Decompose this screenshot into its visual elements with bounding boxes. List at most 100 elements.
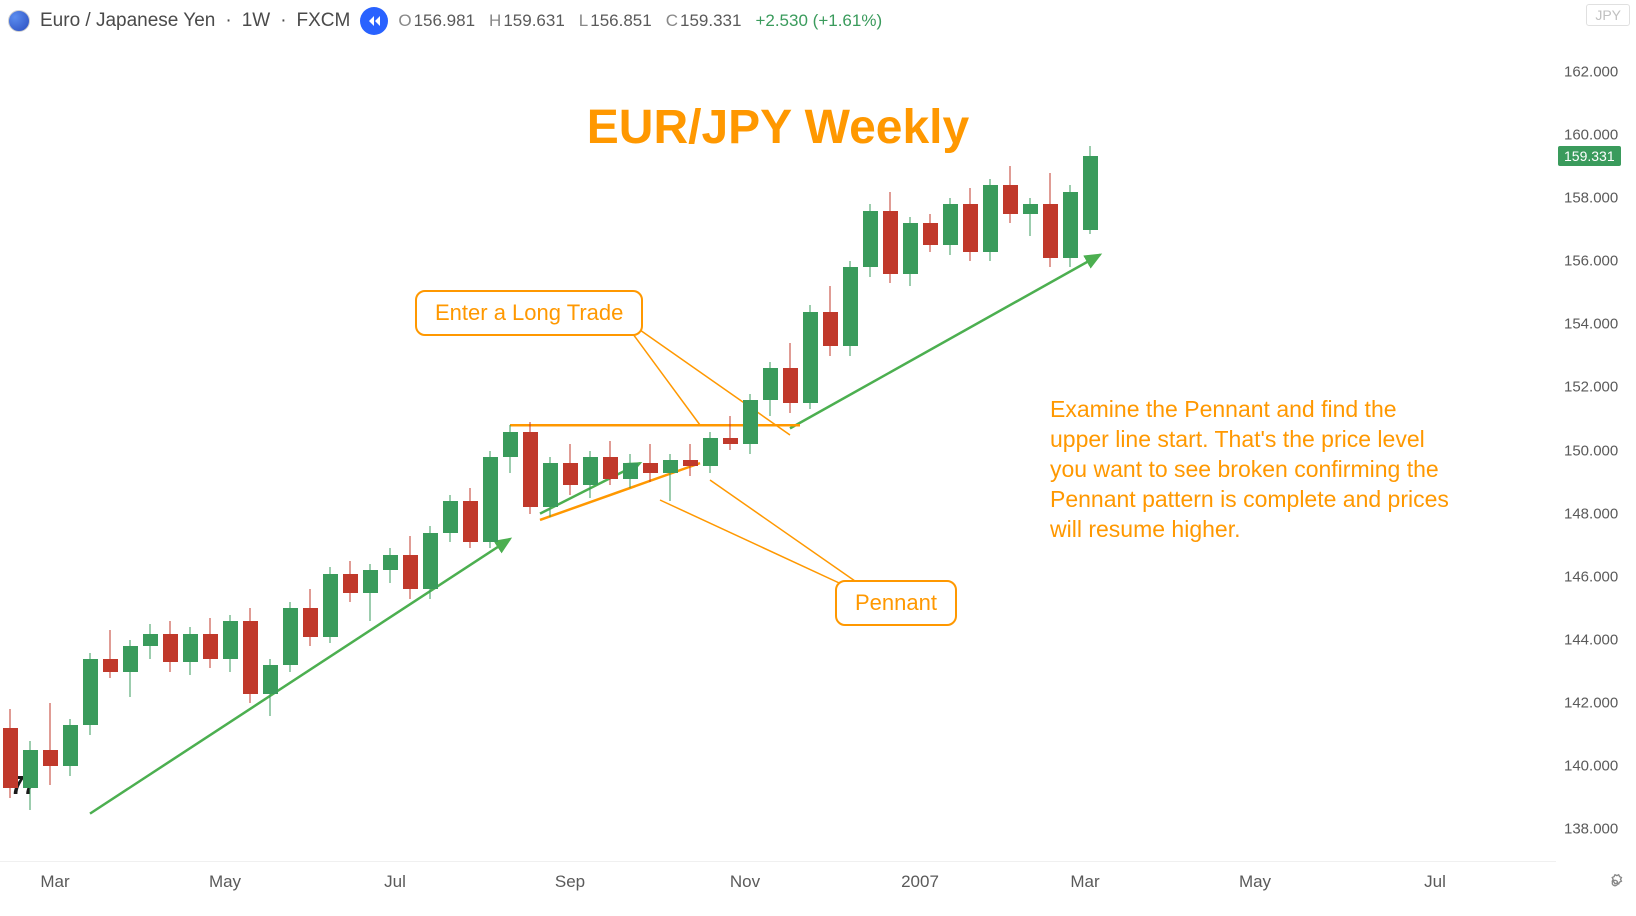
candle	[3, 709, 18, 797]
ohlc-high: 159.631	[503, 11, 564, 30]
candle	[783, 343, 798, 412]
x-tick: Jul	[384, 872, 406, 892]
x-tick: Jul	[1424, 872, 1446, 892]
candle	[43, 703, 58, 785]
candle	[1063, 185, 1078, 267]
candle	[263, 659, 278, 716]
broker[interactable]: FXCM	[297, 10, 351, 32]
candle	[743, 394, 758, 454]
candle	[283, 602, 298, 671]
candle	[583, 451, 598, 498]
y-tick: 138.000	[1564, 821, 1618, 838]
candle	[443, 495, 458, 542]
dot-sep: ·	[225, 10, 231, 32]
candle	[483, 451, 498, 549]
candle	[1083, 146, 1098, 234]
candle	[943, 198, 958, 255]
candle	[683, 444, 698, 476]
candle	[723, 416, 738, 451]
candle	[103, 630, 118, 677]
y-tick: 154.000	[1564, 316, 1618, 333]
x-axis[interactable]: Mar May Jul Sep Nov 2007 Mar May Jul	[0, 861, 1556, 916]
candle	[843, 261, 858, 356]
candle	[163, 621, 178, 672]
candle	[423, 526, 438, 599]
candle	[563, 444, 578, 495]
y-tick: 144.000	[1564, 631, 1618, 648]
candle	[143, 624, 158, 659]
x-tick: 2007	[901, 872, 939, 892]
y-tick: 152.000	[1564, 379, 1618, 396]
x-tick: May	[1239, 872, 1271, 892]
settings-gear-icon[interactable]	[1604, 872, 1626, 894]
ohlc-change-pct: (+1.61%)	[813, 11, 882, 30]
x-tick: Mar	[40, 872, 69, 892]
candle	[703, 432, 718, 473]
ohlc-close: 159.331	[680, 11, 741, 30]
candle	[243, 608, 258, 703]
candle	[363, 564, 378, 621]
candle	[1003, 166, 1018, 223]
candle	[663, 454, 678, 501]
y-axis[interactable]: JPY 138.000140.000142.000144.000146.0001…	[1556, 40, 1636, 861]
y-tick: 146.000	[1564, 568, 1618, 585]
chart-title: EUR/JPY Weekly	[0, 100, 1556, 155]
candle	[1023, 198, 1038, 236]
last-price-tag: 159.331	[1558, 146, 1621, 166]
candle	[963, 188, 978, 261]
candle	[643, 444, 658, 482]
replay-button[interactable]	[360, 7, 388, 35]
symbol-icon	[8, 10, 30, 32]
candle	[303, 589, 318, 646]
dot-sep: ·	[280, 10, 286, 32]
ohlc-open: 156.981	[414, 11, 475, 30]
callout-pennant: Pennant	[835, 580, 957, 626]
ohlc-low: 156.851	[590, 11, 651, 30]
candle	[63, 719, 78, 776]
callout-long-trade: Enter a Long Trade	[415, 290, 643, 336]
candle	[323, 567, 338, 643]
interval[interactable]: 1W	[242, 10, 271, 32]
x-tick: Sep	[555, 872, 585, 892]
candle	[983, 179, 998, 261]
y-tick: 140.000	[1564, 758, 1618, 775]
y-tick: 148.000	[1564, 505, 1618, 522]
candle	[503, 425, 518, 472]
candle	[1043, 173, 1058, 268]
x-tick: May	[209, 872, 241, 892]
candle	[383, 548, 398, 583]
y-tick: 158.000	[1564, 189, 1618, 206]
candle	[883, 192, 898, 284]
analysis-text: Examine the Pennant and find the upper l…	[1050, 395, 1460, 544]
y-tick: 142.000	[1564, 695, 1618, 712]
candle	[463, 488, 478, 548]
candle	[83, 653, 98, 735]
candle	[123, 640, 138, 697]
candle	[623, 454, 638, 489]
candle	[203, 618, 218, 669]
candle	[343, 561, 358, 602]
candle	[223, 615, 238, 672]
candle	[603, 441, 618, 485]
x-tick: Mar	[1070, 872, 1099, 892]
candle	[403, 536, 418, 599]
chart-header: Euro / Japanese Yen · 1W · FXCM O156.981…	[8, 6, 1628, 36]
candle	[923, 214, 938, 252]
candle	[763, 362, 778, 416]
symbol-name[interactable]: Euro / Japanese Yen	[40, 10, 215, 32]
y-tick: 160.000	[1564, 126, 1618, 143]
ohlc-change: +2.530	[755, 11, 807, 30]
y-tick: 156.000	[1564, 253, 1618, 270]
candle	[823, 286, 838, 355]
candle	[803, 305, 818, 409]
currency-tag: JPY	[1586, 4, 1630, 26]
candle	[23, 741, 38, 810]
y-tick: 150.000	[1564, 442, 1618, 459]
candle	[543, 457, 558, 517]
rewind-icon	[367, 14, 381, 28]
ohlc-display: O156.981 H159.631 L156.851 C159.331 +2.5…	[398, 11, 882, 31]
candle	[523, 422, 538, 514]
candle	[863, 204, 878, 277]
candle	[903, 217, 918, 286]
x-tick: Nov	[730, 872, 760, 892]
